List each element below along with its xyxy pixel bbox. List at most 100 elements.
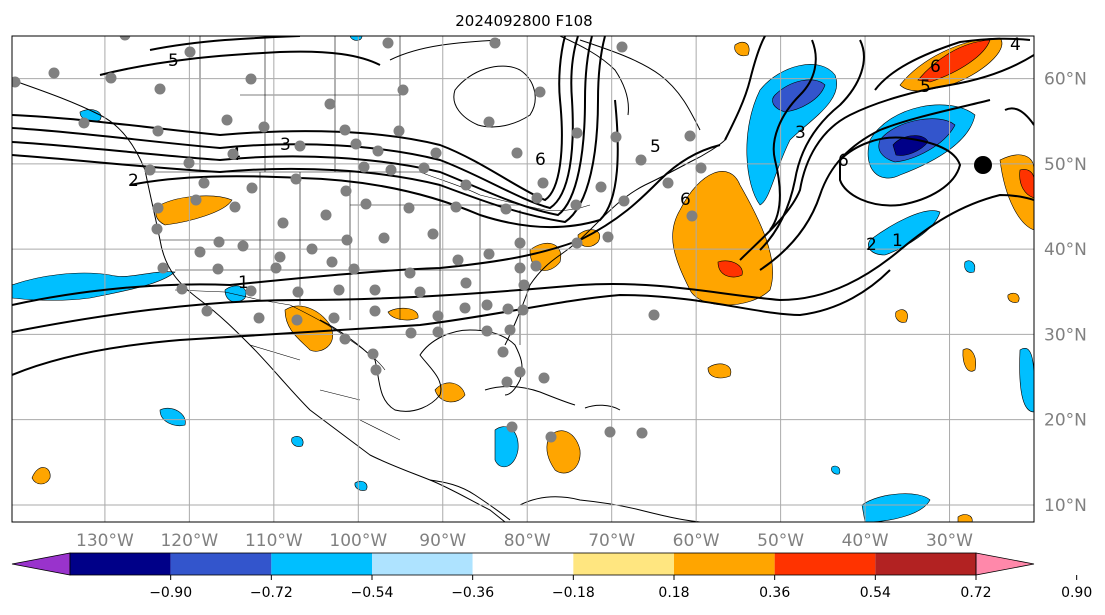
mexico-states <box>249 344 401 441</box>
station-dot <box>212 263 224 275</box>
contour-label: 1 <box>238 273 249 293</box>
colorbar-tick-label: −0.54 <box>351 585 394 601</box>
contour-label: 3 <box>280 135 291 155</box>
station-dot <box>277 217 289 229</box>
contour-line <box>12 269 891 376</box>
station-dot <box>636 427 648 439</box>
anomaly-region <box>895 309 908 323</box>
station-dot <box>393 125 405 137</box>
colorbar-tick-label: −0.90 <box>149 585 192 601</box>
station-dot <box>695 162 707 174</box>
station-dot <box>602 231 614 243</box>
anomaly-region <box>861 493 931 522</box>
hispaniola <box>584 404 621 411</box>
anomaly-region <box>1019 348 1034 413</box>
contour-line <box>739 54 1034 261</box>
station-dot <box>570 199 582 211</box>
longitude-label: 90°W <box>419 531 466 551</box>
station-dot <box>450 201 462 213</box>
cuba <box>484 386 576 406</box>
contour-line <box>99 50 381 76</box>
station-dot <box>227 148 239 160</box>
station-dot <box>404 267 416 279</box>
colorbar-extend-high <box>975 552 1035 576</box>
contour-line <box>12 36 593 217</box>
station-dot <box>385 164 397 176</box>
station-markers <box>12 36 707 443</box>
station-dot <box>511 147 523 159</box>
colorbar-segment <box>774 553 876 575</box>
map: 5 4 3 2 1 6 5 3 6 2 1 6 5 4 6 <box>12 35 1034 522</box>
station-dot <box>369 284 381 296</box>
station-dot <box>504 324 516 336</box>
longitude-label: 30°W <box>926 531 973 551</box>
station-dot <box>531 192 543 204</box>
station-dot <box>258 121 270 133</box>
atlantic-coastline <box>504 139 726 346</box>
anomaly-region <box>672 171 773 306</box>
station-dot <box>190 194 202 206</box>
station-dot <box>369 305 381 317</box>
station-dot <box>500 203 512 215</box>
pacific-coastline <box>12 79 506 522</box>
colorbar-tick-label: 0.54 <box>860 585 891 601</box>
colorbar-segment <box>573 553 674 575</box>
longitude-labels: 130°W 120°W 110°W 100°W 90°W 80°W 70°W 60°W 50°W… <box>76 531 973 551</box>
latitude-label: 50°N <box>1044 155 1087 175</box>
station-dot <box>502 303 514 315</box>
contour-label: 1 <box>892 231 903 251</box>
anomaly-region <box>224 285 247 303</box>
contour-line <box>874 37 1031 91</box>
station-dot <box>270 262 282 274</box>
anomaly-region <box>1007 292 1020 303</box>
station-dot <box>538 372 550 384</box>
station-dot <box>537 177 549 189</box>
station-dot <box>684 130 696 142</box>
station-dot <box>414 286 426 298</box>
station-dot <box>294 140 306 152</box>
station-dot <box>151 223 163 235</box>
colorbar-tick-label: 0.36 <box>759 585 790 601</box>
anomaly-region <box>12 271 176 301</box>
coastlines <box>12 36 726 522</box>
station-dot <box>427 228 439 240</box>
station-dot <box>194 246 206 258</box>
station-dot <box>489 37 501 49</box>
station-dot <box>648 309 660 321</box>
station-dot <box>571 237 583 249</box>
station-dot <box>610 131 622 143</box>
colorbar-tick-label: −0.18 <box>552 585 595 601</box>
colorbar-tick-label: 0.18 <box>658 585 689 601</box>
station-dot <box>306 243 318 255</box>
anomaly-region <box>734 41 750 57</box>
longitude-label: 70°W <box>588 531 635 551</box>
station-dot <box>213 236 225 248</box>
longitude-label: 60°W <box>673 531 720 551</box>
station-dot <box>245 73 257 85</box>
station-dot <box>430 147 442 159</box>
hudson-bay <box>453 65 536 128</box>
map-background <box>12 36 1034 522</box>
anomaly-region <box>159 407 186 427</box>
station-dot <box>459 302 471 314</box>
contour-label: 2 <box>866 235 877 255</box>
anomaly-region <box>707 363 732 379</box>
station-dot <box>405 327 417 339</box>
station-dot <box>514 262 526 274</box>
contour-label: 5 <box>920 77 931 97</box>
station-dot <box>530 260 542 272</box>
station-dot <box>157 262 169 274</box>
station-dot <box>144 164 156 176</box>
station-dot <box>514 237 526 249</box>
colorbar-tick-label: −0.36 <box>451 585 494 601</box>
station-dot <box>229 201 241 213</box>
station-dot <box>372 145 384 157</box>
anomaly-region <box>868 210 941 256</box>
station-dot <box>333 284 345 296</box>
station-dot <box>326 256 338 268</box>
station-dot <box>339 333 351 345</box>
latitude-label: 40°N <box>1044 240 1087 260</box>
station-dot <box>418 162 430 174</box>
station-dot <box>497 346 509 358</box>
contour-label: 4 <box>1010 35 1021 55</box>
